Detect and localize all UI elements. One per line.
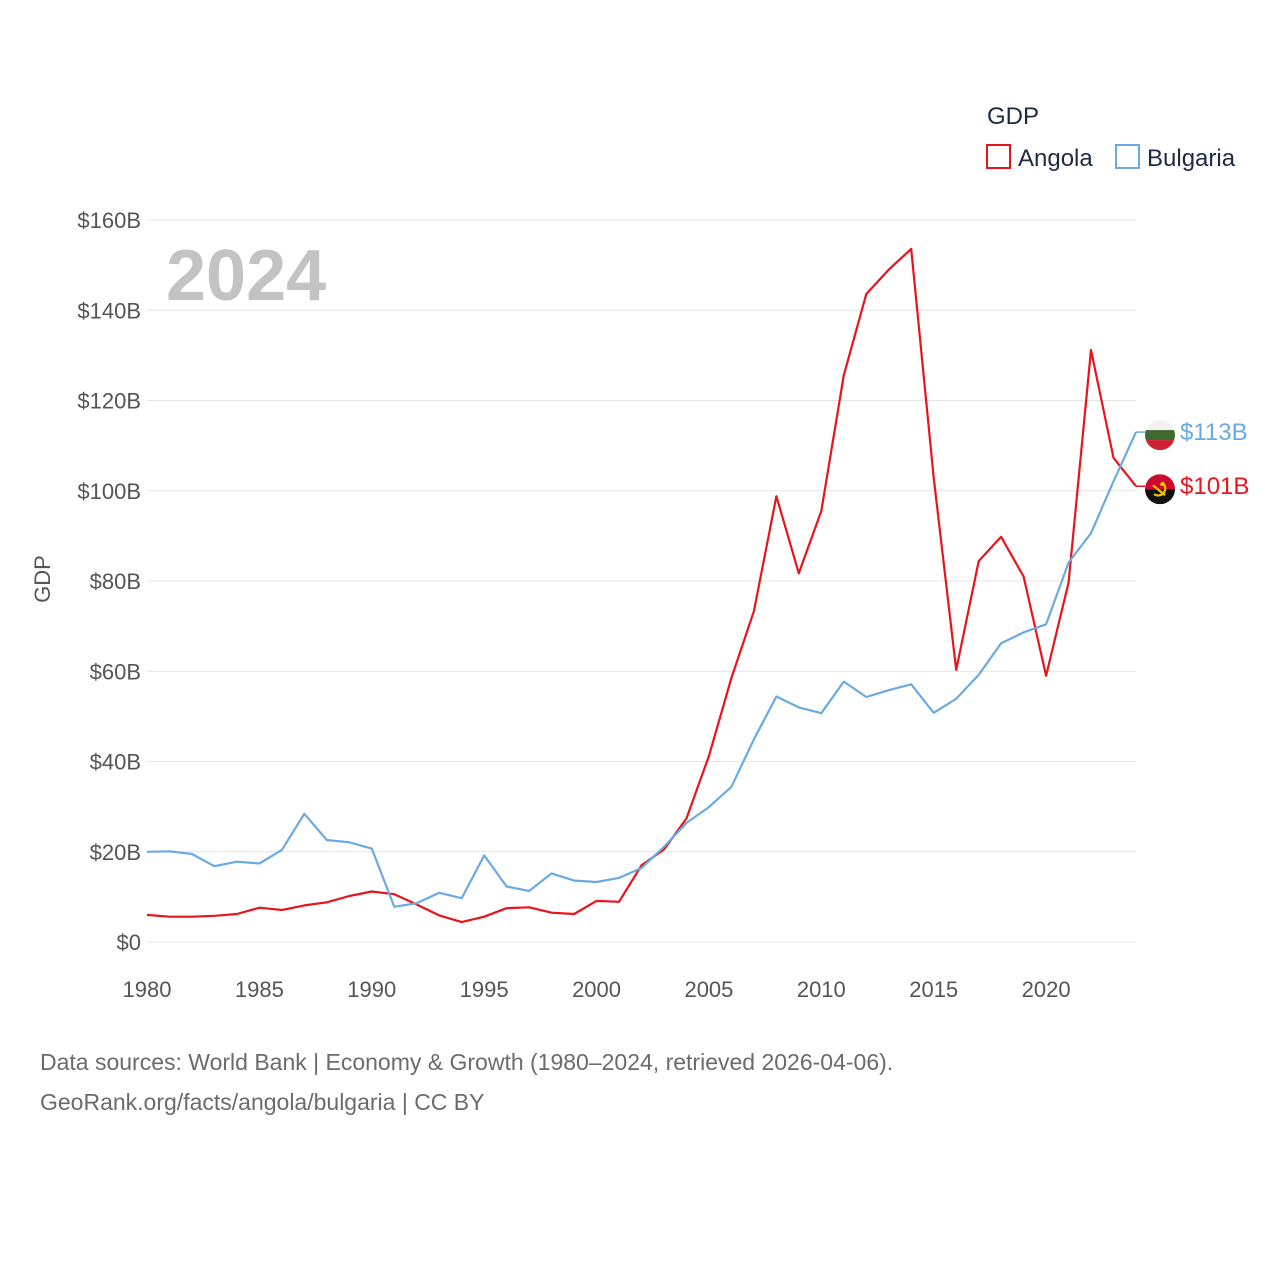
y-tick-label: $60B [90, 659, 141, 684]
source-line-2: GeoRank.org/facts/angola/bulgaria | CC B… [40, 1089, 485, 1115]
end-value-label-angola: $101B [1180, 473, 1249, 500]
source-line-1: Data sources: World Bank | Economy & Gro… [40, 1049, 894, 1075]
x-tick-label: 1990 [347, 977, 396, 1002]
angola-flag-icon [1145, 474, 1175, 505]
legend-swatch-bulgaria [1115, 144, 1140, 169]
legend-label-bulgaria: Bulgaria [1147, 145, 1236, 172]
bulgaria-flag-icon [1145, 420, 1175, 451]
x-tick-label: 1995 [460, 977, 509, 1002]
legend-label-angola: Angola [1018, 145, 1093, 172]
y-tick-label: $40B [90, 750, 141, 775]
x-tick-label: 1985 [235, 977, 284, 1002]
series-group [146, 247, 1138, 924]
series-line-angola [146, 247, 1137, 924]
y-axis-title: GDP [30, 555, 55, 603]
legend-swatch-angola [986, 144, 1011, 169]
series-line-bulgaria [146, 431, 1138, 908]
x-tick-label: 2010 [797, 977, 846, 1002]
y-tick-label: $120B [77, 389, 141, 414]
y-axis-ticks: $0 $20B $40B $60B $80B $100B $120B $140B $160B [77, 208, 141, 955]
legend-title: GDP [987, 103, 1039, 130]
y-tick-label: $140B [77, 298, 141, 323]
grid-lines [147, 219, 1136, 943]
year-label: 2024 [166, 236, 326, 316]
x-tick-label: 2015 [909, 977, 958, 1002]
y-tick-label: $160B [77, 208, 141, 233]
legend: GDP Angola Bulgaria [986, 103, 1236, 172]
y-tick-label: $100B [77, 479, 141, 504]
end-value-label-bulgaria: $113B [1180, 419, 1248, 446]
y-tick-label: $20B [90, 840, 141, 865]
end-labels: $101B $113B [1136, 419, 1249, 505]
y-tick-label: $80B [90, 569, 141, 594]
source-note: Data sources: World Bank | Economy & Gro… [40, 1042, 893, 1122]
x-axis-ticks: 1980 1985 1990 1995 2000 2005 2010 2015 2020 [123, 977, 1071, 1002]
x-tick-label: 2000 [572, 977, 621, 1002]
x-tick-label: 2005 [684, 977, 733, 1002]
x-tick-label: 1980 [123, 977, 172, 1002]
y-tick-label: $0 [117, 930, 141, 955]
x-tick-label: 2020 [1022, 977, 1071, 1002]
